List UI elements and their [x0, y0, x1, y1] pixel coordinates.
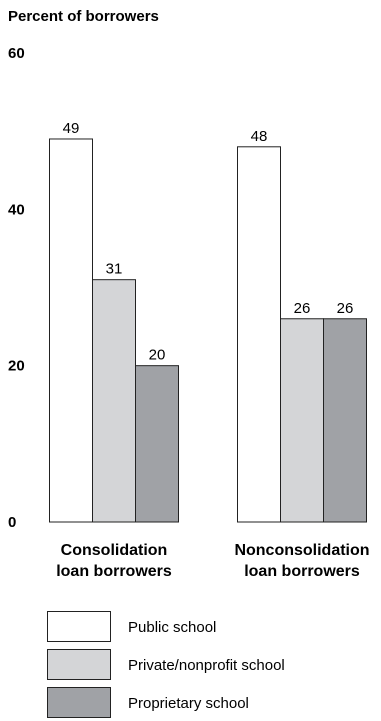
category-label-2-line-2: loan borrowers: [244, 563, 360, 580]
bar-2-2: [280, 318, 324, 523]
y-tick-label-40: 40: [8, 201, 25, 218]
bar-1-2: [92, 279, 136, 523]
bar-2-1: [237, 146, 281, 523]
bar-2-3: [323, 318, 367, 523]
y-axis-label: Percent of borrowers: [8, 8, 159, 25]
legend-label-3: Proprietary school: [128, 695, 249, 712]
data-label-1-2: 31: [106, 261, 123, 278]
data-label-1-1: 49: [63, 120, 80, 137]
legend-swatch-2: [47, 649, 111, 680]
data-label-2-3: 26: [337, 300, 354, 317]
legend-label-2: Private/nonprofit school: [128, 657, 285, 674]
legend-swatch-3: [47, 687, 111, 718]
y-tick-label-0: 0: [8, 514, 16, 531]
category-label-2-line-1: Nonconsolidation: [234, 542, 369, 559]
data-label-2-2: 26: [294, 300, 311, 317]
data-label-2-1: 48: [251, 128, 268, 145]
y-tick-label-60: 60: [8, 45, 25, 62]
legend-label-1: Public school: [128, 619, 216, 636]
legend-swatch-1: [47, 611, 111, 642]
category-label-1-line-1: Consolidation: [61, 542, 168, 559]
data-label-1-3: 20: [149, 347, 166, 364]
bar-1-1: [49, 138, 93, 523]
y-tick-label-20: 20: [8, 358, 25, 375]
bar-1-3: [135, 365, 179, 523]
category-label-1-line-2: loan borrowers: [56, 563, 172, 580]
